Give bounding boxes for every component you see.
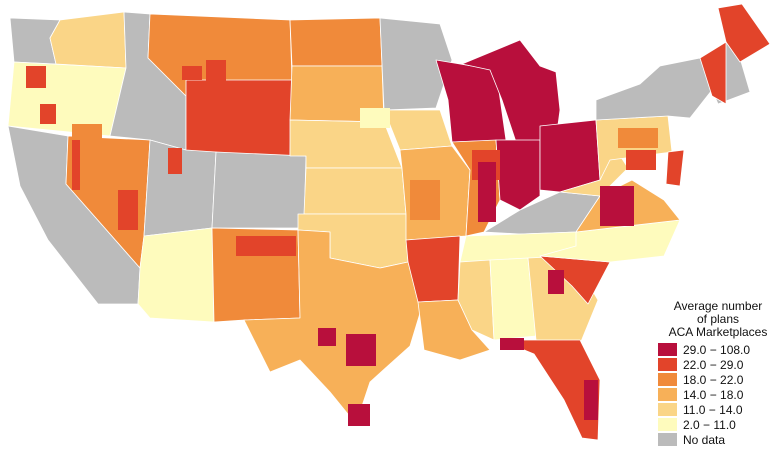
region-florida	[499, 339, 601, 441]
county-cluster-18	[548, 270, 564, 294]
legend-swatch	[658, 343, 677, 356]
region-wyoming	[185, 79, 293, 157]
county-cluster-4	[72, 140, 80, 190]
county-cluster-21	[360, 108, 390, 128]
legend-swatch	[658, 388, 677, 401]
county-cluster-9	[318, 328, 336, 346]
legend-swatch	[658, 358, 677, 371]
legend-swatch	[658, 433, 677, 446]
legend-swatch	[658, 373, 677, 386]
region-arizona	[137, 227, 215, 323]
county-cluster-10	[346, 334, 376, 366]
region-iowa	[383, 109, 453, 151]
region-new-york	[595, 57, 713, 121]
region-indiana	[495, 139, 541, 211]
legend-swatch	[658, 418, 677, 431]
legend-item-2-11: 2.0 − 11.0	[658, 417, 778, 432]
region-new-jersey	[665, 149, 685, 187]
legend-label: 11.0 − 14.0	[683, 402, 743, 417]
county-cluster-8	[236, 236, 296, 256]
legend-item-14-18: 14.0 − 18.0	[658, 387, 778, 402]
county-cluster-14	[500, 338, 524, 350]
legend-title: Average number of plans ACA Marketplaces	[658, 300, 778, 339]
region-texas	[243, 229, 425, 425]
legend-label: 22.0 − 29.0	[683, 357, 744, 372]
legend-item-11-14: 11.0 − 14.0	[658, 402, 778, 417]
region-north-dakota	[289, 17, 383, 67]
legend-item-no-data: No data	[658, 432, 778, 447]
map-legend: Average number of plans ACA Marketplaces…	[658, 300, 778, 447]
legend-label: 18.0 − 22.0	[683, 372, 744, 387]
region-mississippi	[457, 259, 495, 341]
county-cluster-5	[118, 190, 138, 230]
legend-title-line-1: Average number	[673, 299, 763, 313]
county-cluster-11	[348, 404, 370, 426]
county-cluster-22	[618, 128, 658, 148]
county-cluster-7	[206, 60, 226, 86]
region-colorado	[211, 151, 307, 229]
legend-title-line-3: ACA Marketplaces	[668, 325, 768, 339]
legend-label: 2.0 − 11.0	[683, 417, 736, 432]
region-maine	[717, 3, 771, 63]
legend-swatch	[658, 403, 677, 416]
region-washington-east	[49, 11, 127, 69]
region-oregon	[7, 61, 127, 137]
county-cluster-15	[584, 380, 598, 420]
legend-item-29-108: 29.0 − 108.0	[658, 342, 778, 357]
county-cluster-16	[600, 186, 634, 226]
county-cluster-13	[478, 162, 496, 222]
county-cluster-6	[168, 148, 182, 174]
county-cluster-1	[26, 66, 46, 88]
county-cluster-2	[40, 104, 56, 124]
region-ohio	[539, 119, 601, 193]
county-cluster-19	[410, 180, 440, 220]
county-cluster-20	[182, 66, 202, 80]
legend-label: 14.0 − 18.0	[683, 387, 744, 402]
region-kansas	[303, 167, 407, 215]
county-cluster-17	[626, 150, 656, 170]
legend-item-22-29: 22.0 − 29.0	[658, 357, 778, 372]
legend-label: No data	[683, 432, 726, 447]
legend-label: 29.0 − 108.0	[683, 342, 751, 357]
legend-title-line-2: of plans	[696, 312, 740, 326]
legend-item-18-22: 18.0 − 22.0	[658, 372, 778, 387]
region-new-hampshire	[699, 41, 727, 105]
